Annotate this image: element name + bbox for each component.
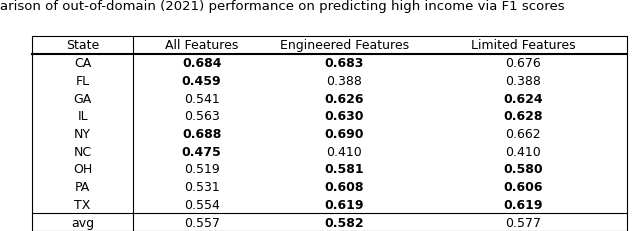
Text: TX: TX xyxy=(74,198,91,211)
Text: 0.563: 0.563 xyxy=(184,110,220,123)
Text: NY: NY xyxy=(74,128,91,140)
Text: 0.541: 0.541 xyxy=(184,92,220,105)
Text: avg: avg xyxy=(71,216,94,229)
Text: OH: OH xyxy=(73,163,92,176)
Text: GA: GA xyxy=(74,92,92,105)
Text: All Features: All Features xyxy=(165,39,238,52)
Text: 0.459: 0.459 xyxy=(182,75,221,88)
Text: 0.684: 0.684 xyxy=(182,57,221,70)
Text: 0.626: 0.626 xyxy=(324,92,364,105)
Text: 0.608: 0.608 xyxy=(324,180,364,193)
Text: 0.580: 0.580 xyxy=(503,163,543,176)
Text: CA: CA xyxy=(74,57,92,70)
Text: 0.557: 0.557 xyxy=(184,216,220,229)
Text: Limited Features: Limited Features xyxy=(471,39,575,52)
Text: 0.606: 0.606 xyxy=(503,180,543,193)
Text: 0.475: 0.475 xyxy=(182,145,221,158)
Text: 0.619: 0.619 xyxy=(324,198,364,211)
Text: PA: PA xyxy=(75,180,90,193)
Text: 0.531: 0.531 xyxy=(184,180,220,193)
Text: 0.581: 0.581 xyxy=(324,163,364,176)
Text: 0.619: 0.619 xyxy=(503,198,543,211)
Text: 0.628: 0.628 xyxy=(503,110,543,123)
Text: arison of out-of-domain (2021) performance on predicting high income via F1 scor: arison of out-of-domain (2021) performan… xyxy=(0,0,564,13)
Text: 0.624: 0.624 xyxy=(503,92,543,105)
Text: 0.410: 0.410 xyxy=(505,145,541,158)
Text: Engineered Features: Engineered Features xyxy=(280,39,409,52)
Text: NC: NC xyxy=(74,145,92,158)
Text: IL: IL xyxy=(77,110,88,123)
Text: 0.630: 0.630 xyxy=(324,110,364,123)
Text: 0.662: 0.662 xyxy=(505,128,541,140)
Text: 0.676: 0.676 xyxy=(505,57,541,70)
Text: 0.519: 0.519 xyxy=(184,163,220,176)
Text: 0.688: 0.688 xyxy=(182,128,221,140)
Text: 0.690: 0.690 xyxy=(324,128,364,140)
Text: 0.683: 0.683 xyxy=(324,57,364,70)
Text: 0.582: 0.582 xyxy=(324,216,364,229)
Text: 0.388: 0.388 xyxy=(505,75,541,88)
Text: FL: FL xyxy=(76,75,90,88)
Text: 0.554: 0.554 xyxy=(184,198,220,211)
Text: 0.388: 0.388 xyxy=(326,75,362,88)
Text: 0.577: 0.577 xyxy=(505,216,541,229)
Text: State: State xyxy=(66,39,99,52)
Text: 0.410: 0.410 xyxy=(326,145,362,158)
